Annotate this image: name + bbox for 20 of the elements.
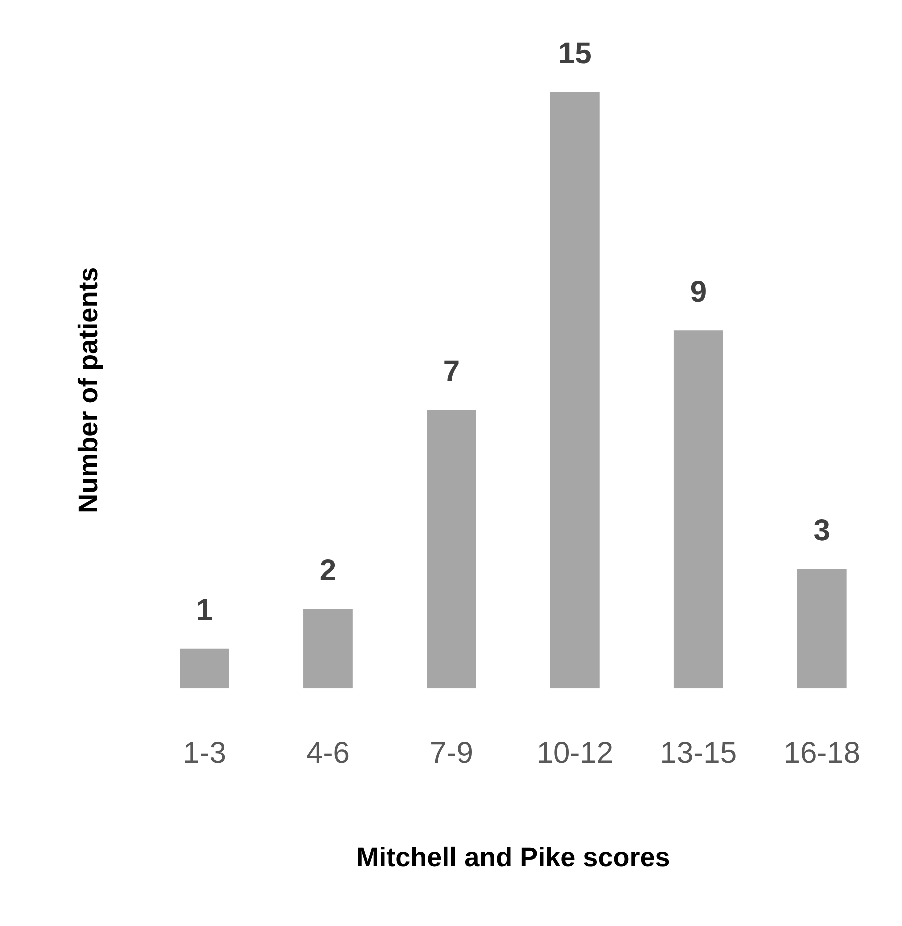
data-label: 1 (196, 594, 214, 628)
data-label: 2 (320, 554, 337, 588)
bar (550, 92, 600, 689)
bar (180, 648, 230, 689)
data-label: 7 (443, 355, 460, 388)
data-label: 15 (558, 37, 592, 70)
x-tick-label: 16-18 (784, 736, 861, 770)
x-axis-title: Mitchell and Pike scores (356, 842, 670, 872)
data-label: 9 (690, 276, 707, 309)
data-label: 3 (814, 514, 830, 548)
x-tick-label: 10-12 (536, 736, 614, 770)
x-tick-label: 1-3 (183, 736, 226, 770)
y-axis-title: Number of patients (73, 267, 104, 514)
bar (304, 609, 353, 689)
x-tick-label: 4-6 (306, 736, 350, 770)
bar (797, 569, 847, 689)
bar (674, 330, 724, 689)
x-tick-label: 13-15 (660, 736, 738, 770)
x-tick-label: 7-9 (430, 736, 474, 770)
bar (427, 410, 476, 689)
